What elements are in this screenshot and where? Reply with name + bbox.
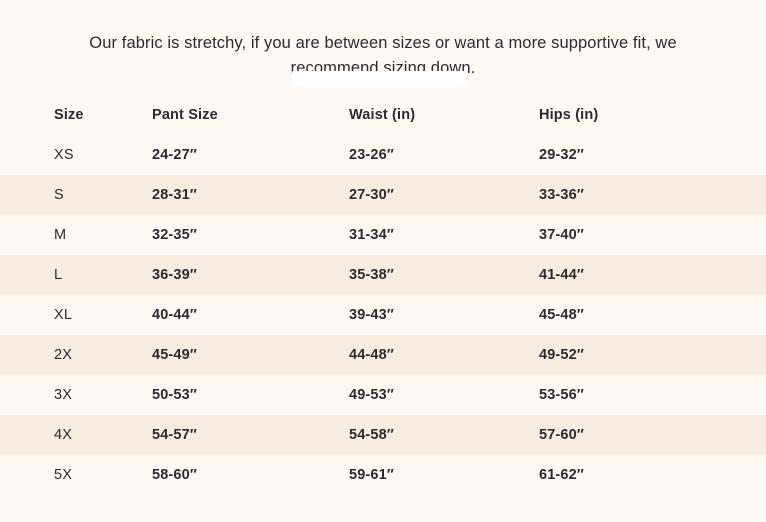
cell-size: M	[54, 227, 67, 243]
table-row: XL 40-44″ 39-43″ 45-48″	[0, 295, 766, 335]
cell-hips: 49-52″	[539, 347, 584, 363]
cell-pant-size: 50-53″	[152, 387, 197, 403]
table-row: S 28-31″ 27-30″ 33-36″	[0, 175, 766, 215]
cell-size: 5X	[54, 467, 73, 483]
cell-waist: 54-58″	[349, 427, 394, 443]
cell-waist: 39-43″	[349, 307, 394, 323]
cell-pant-size: 54-57″	[152, 427, 197, 443]
table-row: M 32-35″ 31-34″ 37-40″	[0, 215, 766, 255]
cell-pant-size: 28-31″	[152, 187, 197, 203]
column-header-hips: Hips (in)	[539, 107, 599, 123]
cell-size: XS	[54, 147, 74, 163]
column-header-pant: Pant Size	[152, 107, 218, 123]
cell-size: 4X	[54, 427, 73, 443]
cell-waist: 35-38″	[349, 267, 394, 283]
cell-hips: 57-60″	[539, 427, 584, 443]
table-header: Size Pant Size Waist (in) Hips (in)	[0, 95, 766, 135]
column-header-size: Size	[54, 107, 84, 123]
table-row: 3X 50-53″ 49-53″ 53-56″	[0, 375, 766, 415]
cell-size: S	[54, 187, 64, 203]
cell-waist: 27-30″	[349, 187, 394, 203]
cell-waist: 31-34″	[349, 227, 394, 243]
table-row: 5X 58-60″ 59-61″ 61-62″	[0, 455, 766, 495]
cell-size: L	[54, 267, 63, 283]
table-body: XS 24-27″ 23-26″ 29-32″ S 28-31″ 27-30″ …	[0, 135, 766, 495]
cell-waist: 59-61″	[349, 467, 394, 483]
cell-hips: 33-36″	[539, 187, 584, 203]
cell-hips: 37-40″	[539, 227, 584, 243]
cell-pant-size: 45-49″	[152, 347, 197, 363]
cell-pant-size: 58-60″	[152, 467, 197, 483]
cell-pant-size: 32-35″	[152, 227, 197, 243]
cell-hips: 53-56″	[539, 387, 584, 403]
cell-pant-size: 36-39″	[152, 267, 197, 283]
cell-hips: 41-44″	[539, 267, 584, 283]
cell-size: 2X	[54, 347, 73, 363]
table-row: 2X 45-49″ 44-48″ 49-52″	[0, 335, 766, 375]
table-header-row: Size Pant Size Waist (in) Hips (in)	[0, 95, 766, 135]
cell-size: XL	[54, 307, 73, 323]
table-row: 4X 54-57″ 54-58″ 57-60″	[0, 415, 766, 455]
cell-waist: 23-26″	[349, 147, 394, 163]
cell-hips: 61-62″	[539, 467, 584, 483]
cell-waist: 44-48″	[349, 347, 394, 363]
cell-waist: 49-53″	[349, 387, 394, 403]
unit-toggle-bar[interactable]	[292, 71, 468, 87]
cell-hips: 29-32″	[539, 147, 584, 163]
table-row: XS 24-27″ 23-26″ 29-32″	[0, 135, 766, 175]
cell-size: 3X	[54, 387, 73, 403]
table-row: L 36-39″ 35-38″ 41-44″	[0, 255, 766, 295]
column-header-waist: Waist (in)	[349, 107, 416, 123]
cell-hips: 45-48″	[539, 307, 584, 323]
cell-pant-size: 24-27″	[152, 147, 197, 163]
size-chart-table: Size Pant Size Waist (in) Hips (in) XS 2…	[0, 95, 766, 495]
cell-pant-size: 40-44″	[152, 307, 197, 323]
